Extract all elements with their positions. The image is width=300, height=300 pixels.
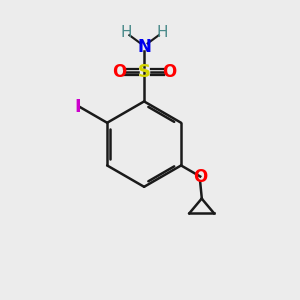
Text: N: N (137, 38, 151, 56)
Text: O: O (193, 167, 207, 185)
Text: I: I (74, 98, 81, 116)
Text: O: O (112, 63, 126, 81)
Text: S: S (138, 63, 151, 81)
Text: H: H (156, 25, 167, 40)
Text: O: O (162, 63, 176, 81)
Text: H: H (121, 25, 132, 40)
